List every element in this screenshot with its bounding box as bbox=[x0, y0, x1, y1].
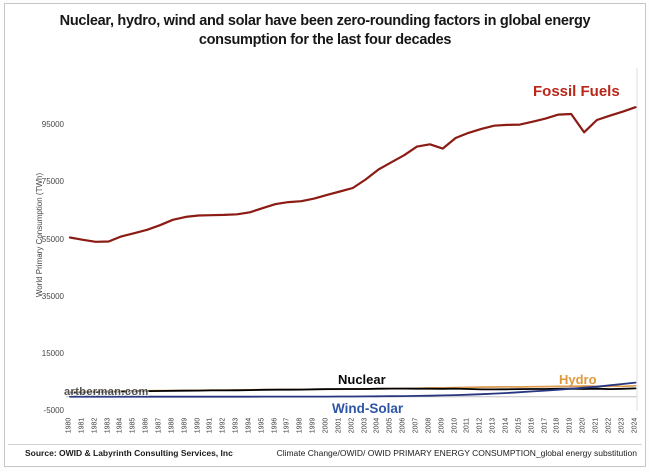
chart-title-line2: consumption for the last four decades bbox=[198, 32, 452, 48]
x-tick-label: 2013 bbox=[489, 417, 497, 434]
wind-solar-line bbox=[69, 381, 637, 398]
nuclear-series-label: Nuclear bbox=[338, 372, 386, 387]
x-tick-label: 1982 bbox=[91, 417, 99, 434]
wind-solar-series-label: Wind-Solar bbox=[332, 401, 404, 416]
x-tick-label: 2015 bbox=[515, 417, 523, 434]
x-tick-label: 1997 bbox=[283, 417, 291, 434]
x-tick-label: 2007 bbox=[412, 417, 420, 434]
x-tick-label: 1985 bbox=[129, 417, 137, 434]
fossil-fuels-line bbox=[68, 106, 637, 243]
x-tick-label: 1987 bbox=[155, 417, 163, 434]
x-tick-label: 1995 bbox=[258, 417, 266, 434]
x-tick-label: 1984 bbox=[116, 417, 124, 434]
x-tick-label: 2012 bbox=[476, 417, 484, 434]
x-tick-label: 1983 bbox=[104, 417, 112, 434]
y-tick-label: 35000 bbox=[41, 291, 64, 301]
x-tick-label: 1988 bbox=[168, 417, 176, 434]
x-tick-label: 1989 bbox=[181, 417, 189, 434]
chart-title-line1: Nuclear, hydro, wind and solar have been… bbox=[59, 13, 591, 29]
x-tick-label: 2009 bbox=[438, 417, 446, 434]
watermark: artberman.com bbox=[64, 386, 149, 398]
x-tick-label: 2019 bbox=[566, 417, 574, 434]
x-tick-label: 2020 bbox=[579, 417, 587, 434]
fossil-fuels-series-label: Fossil Fuels bbox=[533, 83, 620, 100]
data-reference: Climate Change/OWID/ OWID PRIMARY ENERGY… bbox=[276, 448, 637, 458]
x-tick-label: 2018 bbox=[553, 417, 561, 434]
x-tick-label: 1986 bbox=[142, 417, 150, 434]
x-tick-label: 1991 bbox=[206, 417, 214, 434]
x-tick-label: 1980 bbox=[65, 417, 73, 434]
x-tick-label: 1998 bbox=[296, 417, 304, 434]
y-tick-label: 95000 bbox=[41, 120, 64, 130]
x-tick-label: 2024 bbox=[631, 417, 638, 434]
x-tick-label: 2011 bbox=[463, 417, 471, 434]
x-tick-label: 1996 bbox=[271, 417, 279, 434]
y-tick-label: 15000 bbox=[41, 348, 64, 358]
x-tick-label: 2000 bbox=[322, 417, 330, 434]
x-tick-label: 2014 bbox=[502, 417, 510, 434]
x-tick-label: 2008 bbox=[425, 417, 433, 434]
x-tick-label: 2016 bbox=[528, 417, 536, 434]
nuclear-line bbox=[69, 387, 637, 394]
x-tick-label: 1990 bbox=[194, 417, 202, 434]
hydro-series-label: Hydro bbox=[559, 372, 597, 387]
x-tick-label: 1981 bbox=[78, 417, 86, 434]
x-tick-label: 2022 bbox=[605, 417, 613, 434]
x-tick-label: 1999 bbox=[309, 417, 317, 434]
chart-title: Nuclear, hydro, wind and solar have been… bbox=[35, 12, 615, 50]
x-tick-label: 1992 bbox=[219, 417, 227, 434]
x-tick-label: 1994 bbox=[245, 417, 253, 434]
source-attribution: Source: OWID & Labyrinth Consulting Serv… bbox=[25, 448, 233, 458]
x-tick-label: 2010 bbox=[451, 417, 459, 434]
x-tick-label: 2021 bbox=[592, 417, 600, 434]
y-tick-label: 75000 bbox=[41, 177, 64, 187]
footer-divider bbox=[8, 444, 642, 445]
y-tick-label: 55000 bbox=[41, 234, 64, 244]
y-tick-label: -5000 bbox=[43, 406, 64, 415]
x-tick-label: 2017 bbox=[541, 417, 549, 434]
x-tick-label: 1993 bbox=[232, 417, 240, 434]
x-tick-label: 2023 bbox=[618, 417, 626, 434]
